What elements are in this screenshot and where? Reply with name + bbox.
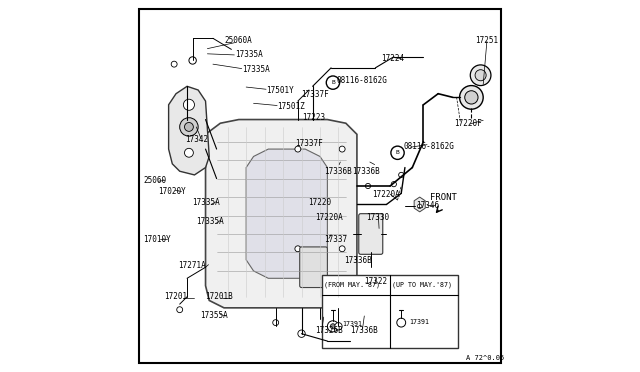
Circle shape xyxy=(339,146,345,152)
Circle shape xyxy=(172,61,177,67)
Polygon shape xyxy=(246,149,328,278)
Text: 17010Y: 17010Y xyxy=(143,235,172,244)
Text: 17336B: 17336B xyxy=(344,256,372,265)
Text: FRONT: FRONT xyxy=(430,193,457,202)
Circle shape xyxy=(365,183,371,189)
Text: 17501Z: 17501Z xyxy=(278,102,305,111)
Text: 17335A: 17335A xyxy=(235,51,263,60)
Text: 17335A: 17335A xyxy=(193,198,220,207)
Text: (UP TO MAY.'87): (UP TO MAY.'87) xyxy=(392,282,452,288)
Text: 17391: 17391 xyxy=(342,321,362,327)
Circle shape xyxy=(391,182,396,187)
Circle shape xyxy=(184,148,193,157)
Circle shape xyxy=(317,272,323,277)
Text: 17220: 17220 xyxy=(308,198,332,207)
Polygon shape xyxy=(414,197,425,212)
Circle shape xyxy=(273,320,278,326)
Circle shape xyxy=(397,318,406,327)
Polygon shape xyxy=(205,119,357,308)
Text: A 72^0.05: A 72^0.05 xyxy=(466,355,504,361)
Text: B: B xyxy=(396,150,399,155)
Circle shape xyxy=(177,307,182,312)
Circle shape xyxy=(180,118,198,136)
Circle shape xyxy=(470,65,491,86)
Text: 17201B: 17201B xyxy=(205,292,232,301)
FancyBboxPatch shape xyxy=(359,214,383,254)
Text: 17342: 17342 xyxy=(185,135,209,144)
Circle shape xyxy=(298,330,305,337)
Circle shape xyxy=(335,323,342,330)
Text: 17330: 17330 xyxy=(366,213,389,222)
Text: 17271A: 17271A xyxy=(178,261,205,270)
Text: 17337: 17337 xyxy=(324,235,347,244)
Text: 17020Y: 17020Y xyxy=(158,187,186,196)
Text: B: B xyxy=(331,80,335,85)
Text: 17337F: 17337F xyxy=(295,139,323,148)
Circle shape xyxy=(295,146,301,152)
Text: 17355A: 17355A xyxy=(200,311,228,320)
Text: 17224: 17224 xyxy=(381,54,404,63)
Circle shape xyxy=(189,57,196,64)
Circle shape xyxy=(326,76,340,89)
Text: 17335A: 17335A xyxy=(243,65,270,74)
Text: 17251: 17251 xyxy=(475,36,498,45)
Circle shape xyxy=(465,91,478,104)
Text: 17220A: 17220A xyxy=(316,213,343,222)
Text: 17336B: 17336B xyxy=(353,167,380,176)
Text: 17391: 17391 xyxy=(410,319,429,325)
Text: 17336B: 17336B xyxy=(350,326,378,335)
Circle shape xyxy=(314,269,326,280)
Text: 17337F: 17337F xyxy=(301,90,328,99)
Text: 17346: 17346 xyxy=(416,201,439,210)
Text: 17335A: 17335A xyxy=(196,217,224,225)
Text: 08116-8162G: 08116-8162G xyxy=(337,76,387,85)
Circle shape xyxy=(339,246,345,252)
Text: 17326B: 17326B xyxy=(316,326,343,335)
Circle shape xyxy=(475,70,486,81)
FancyBboxPatch shape xyxy=(322,275,458,349)
Text: 17220A: 17220A xyxy=(372,190,400,199)
Text: 17201: 17201 xyxy=(164,292,188,301)
Circle shape xyxy=(295,246,301,252)
Circle shape xyxy=(417,204,422,209)
FancyBboxPatch shape xyxy=(300,247,328,288)
Circle shape xyxy=(328,321,339,332)
Text: 08116-8162G: 08116-8162G xyxy=(403,142,454,151)
FancyBboxPatch shape xyxy=(139,9,501,363)
Text: 17322: 17322 xyxy=(364,278,387,286)
Text: 25060A: 25060A xyxy=(224,36,252,45)
Circle shape xyxy=(184,122,193,131)
Circle shape xyxy=(399,172,404,177)
Circle shape xyxy=(184,99,195,110)
Text: 25060: 25060 xyxy=(143,176,166,185)
Text: 17223: 17223 xyxy=(302,113,325,122)
Circle shape xyxy=(330,324,335,329)
Polygon shape xyxy=(168,86,209,175)
Circle shape xyxy=(460,86,483,109)
Text: 17220F: 17220F xyxy=(454,119,481,128)
Circle shape xyxy=(391,146,404,160)
Text: (FROM MAY.'87): (FROM MAY.'87) xyxy=(324,282,380,288)
Text: 17336B: 17336B xyxy=(324,167,352,176)
Text: 17501Y: 17501Y xyxy=(266,86,294,94)
